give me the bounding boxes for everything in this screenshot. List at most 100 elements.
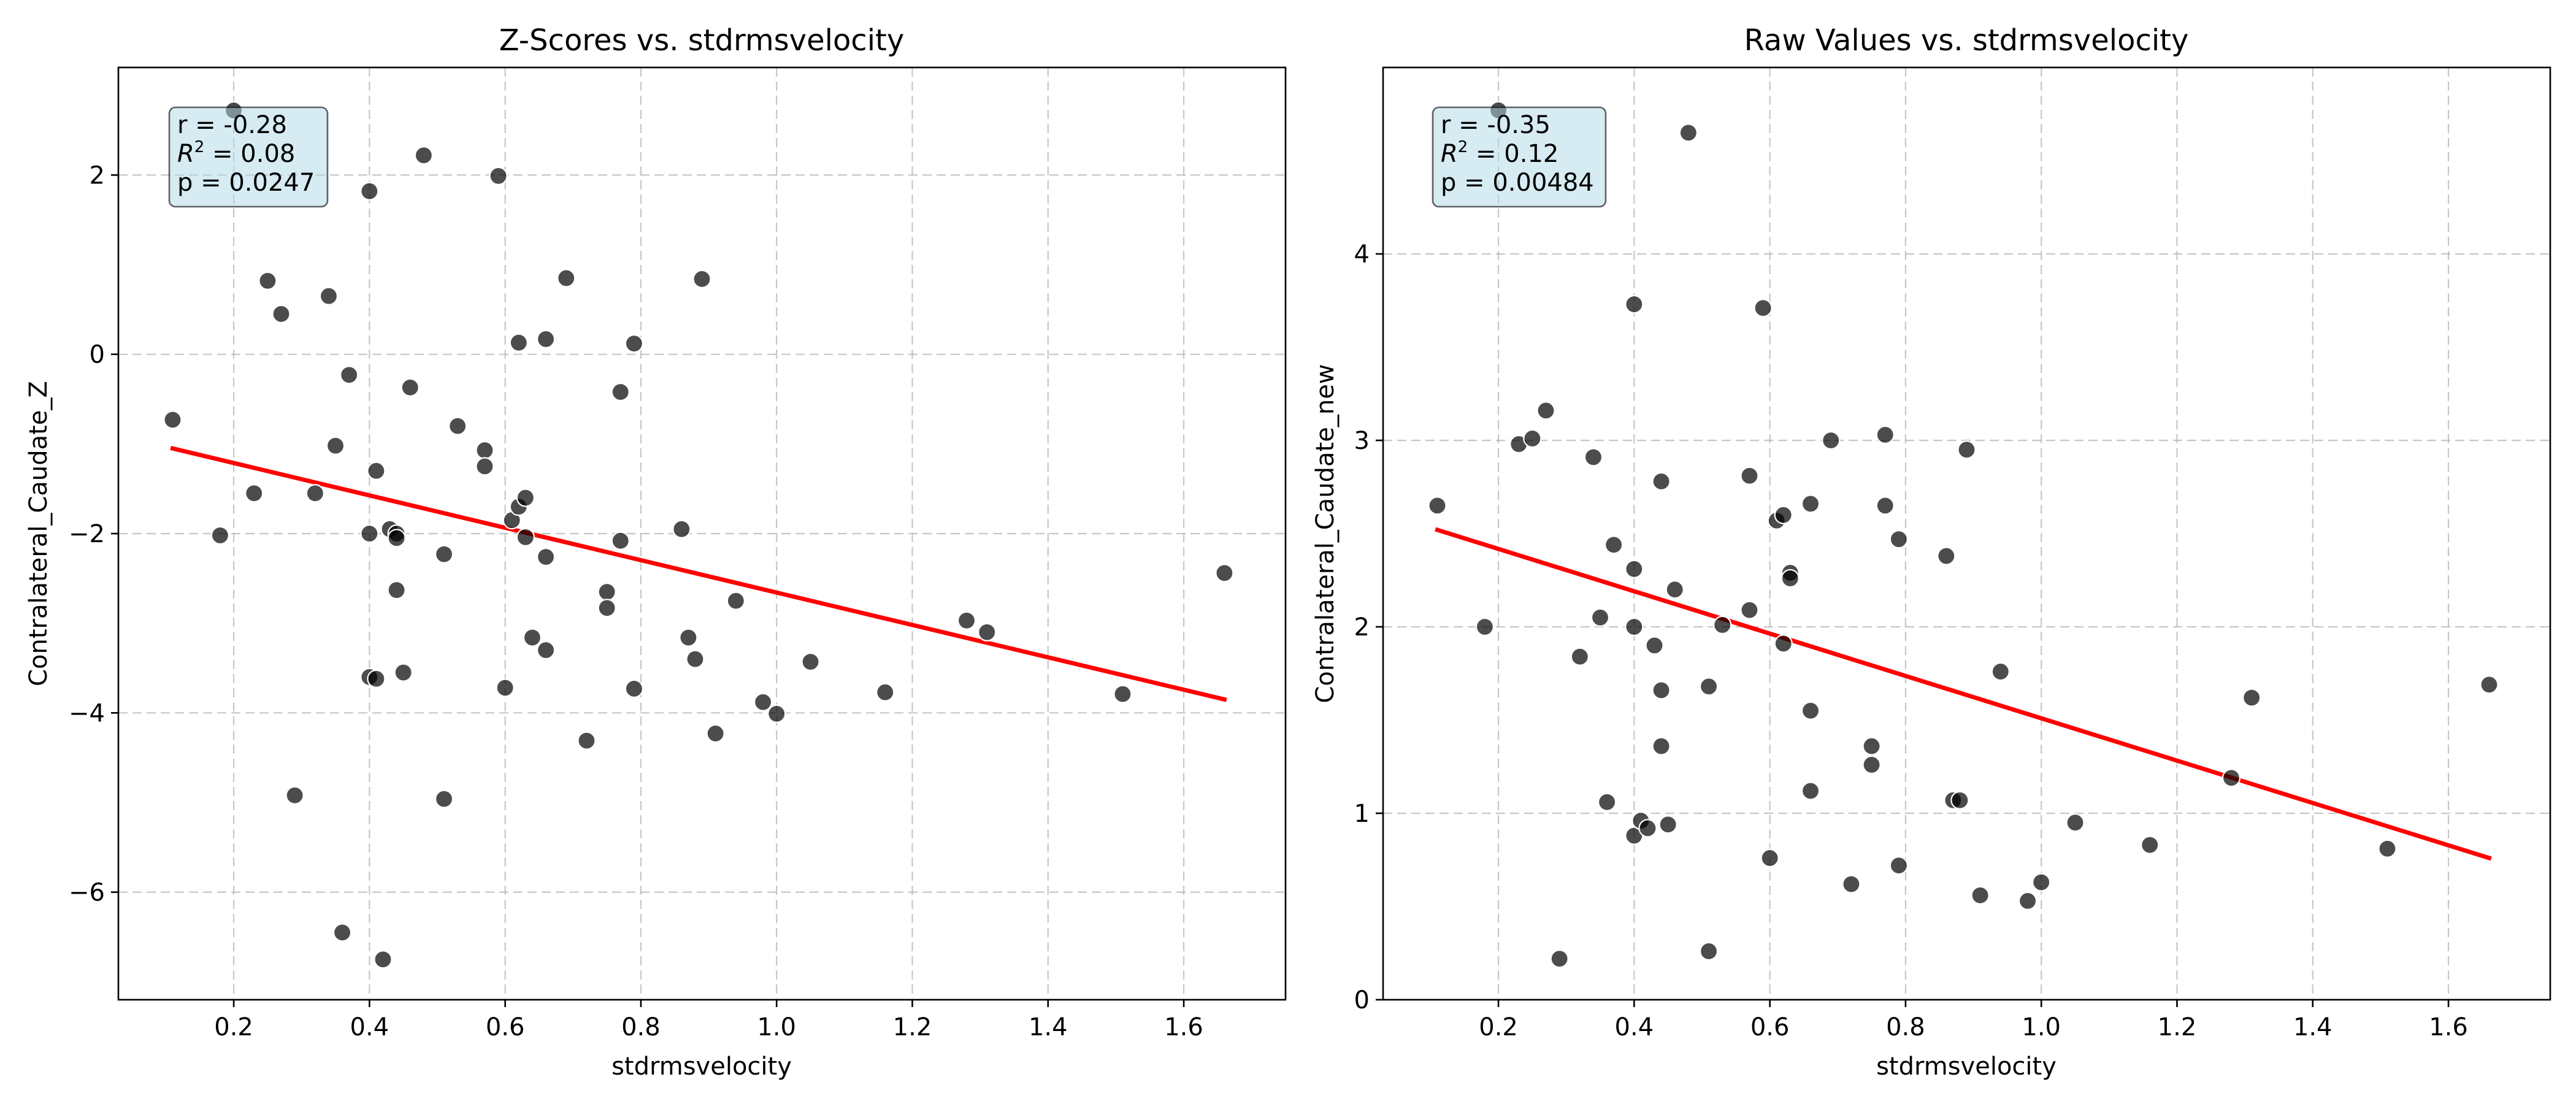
data-point bbox=[1862, 755, 1881, 775]
x-tick-label: 1.2 bbox=[2158, 1013, 2197, 1041]
data-point bbox=[401, 378, 420, 397]
stat-r-squared: R2 = 0.08 bbox=[177, 138, 295, 168]
data-point bbox=[394, 663, 413, 682]
x-tick-label: 1.4 bbox=[2293, 1013, 2333, 1041]
data-point bbox=[1740, 466, 1759, 485]
x-tick-label: 0.4 bbox=[1615, 1013, 1654, 1041]
stat-r: r = -0.35 bbox=[1441, 111, 1551, 139]
data-point bbox=[1523, 429, 1542, 448]
data-point bbox=[557, 269, 576, 288]
data-point bbox=[516, 488, 535, 507]
data-point bbox=[706, 724, 725, 743]
data-point bbox=[489, 166, 508, 185]
data-point bbox=[387, 529, 406, 548]
data-point bbox=[692, 269, 711, 289]
data-point bbox=[597, 599, 616, 618]
data-point bbox=[1889, 530, 1908, 549]
data-point bbox=[1584, 448, 1603, 467]
data-point bbox=[536, 640, 556, 660]
data-point bbox=[1536, 401, 1555, 420]
y-tick-label: 3 bbox=[1354, 427, 1370, 455]
data-point bbox=[2480, 675, 2499, 694]
data-point bbox=[523, 628, 542, 647]
data-point bbox=[1550, 949, 1569, 968]
data-point bbox=[2378, 839, 2397, 858]
data-point bbox=[624, 679, 643, 698]
data-point bbox=[1638, 819, 1657, 838]
data-point bbox=[1842, 875, 1861, 894]
x-tick-label: 1.6 bbox=[1164, 1013, 1203, 1041]
data-point bbox=[1876, 425, 1895, 444]
data-point bbox=[1113, 684, 1132, 703]
data-point bbox=[1991, 662, 2010, 681]
data-point bbox=[1713, 615, 1732, 635]
data-point bbox=[726, 591, 745, 610]
data-point bbox=[163, 410, 182, 429]
regression-line-group bbox=[1435, 527, 2492, 861]
data-point bbox=[1428, 496, 1447, 515]
data-point bbox=[360, 524, 379, 543]
data-point bbox=[1679, 123, 1698, 142]
data-point bbox=[753, 692, 773, 711]
data-point bbox=[957, 611, 976, 630]
data-point bbox=[367, 461, 386, 480]
x-tick-label: 0.6 bbox=[486, 1013, 525, 1041]
stats-box-background bbox=[168, 106, 329, 208]
data-point bbox=[577, 731, 596, 750]
data-point bbox=[1950, 791, 1969, 810]
stat-p: p = 0.00484 bbox=[1441, 169, 1594, 197]
x-tick-label: 0.8 bbox=[1886, 1013, 1925, 1041]
data-point bbox=[1889, 856, 1908, 875]
z-score-chart: 0.2 0.4 0.6 0.8 1.0 1.2 1.4 1.6 −6 −4 −2 0 2 Z-Scor… bbox=[25, 23, 1287, 1081]
data-point bbox=[1801, 781, 1820, 800]
y-axis-label: Contralateral_Caudate_Z bbox=[25, 381, 53, 686]
data-point bbox=[611, 531, 630, 550]
x-tick-label: 1.2 bbox=[893, 1013, 932, 1041]
y-tick-label: 4 bbox=[1354, 240, 1370, 269]
data-point bbox=[1774, 505, 1793, 524]
data-point bbox=[1652, 681, 1671, 700]
data-point bbox=[1801, 494, 1820, 513]
data-point bbox=[536, 547, 556, 567]
data-point bbox=[679, 628, 698, 647]
data-point bbox=[597, 582, 616, 602]
data-point bbox=[1665, 580, 1684, 599]
x-tick-label: 0.8 bbox=[621, 1013, 661, 1041]
data-point bbox=[2141, 835, 2160, 854]
data-point bbox=[1937, 546, 1956, 565]
data-point bbox=[1215, 564, 1234, 583]
data-point bbox=[360, 182, 379, 201]
y-tick-label: 0 bbox=[90, 341, 105, 369]
data-point bbox=[210, 526, 230, 545]
plot-frame bbox=[1382, 66, 2551, 1001]
data-point bbox=[1652, 737, 1671, 756]
data-point bbox=[1570, 647, 1589, 666]
x-tick-label: 0.2 bbox=[1479, 1013, 1518, 1041]
data-point bbox=[272, 304, 291, 324]
data-point bbox=[1781, 569, 1800, 588]
data-point bbox=[1822, 431, 1841, 450]
data-point bbox=[258, 271, 277, 290]
x-axis-ticks: 0.2 0.4 0.6 0.8 1.0 1.2 1.4 1.6 bbox=[1479, 1000, 2468, 1041]
stats-box: r = -0.35 R2 = 0.12 p = 0.00484 bbox=[1432, 106, 1607, 208]
x-tick-label: 1.0 bbox=[757, 1013, 796, 1041]
stat-r-squared-symbol: R bbox=[177, 140, 194, 168]
data-point bbox=[672, 519, 691, 539]
data-point bbox=[1625, 617, 1644, 637]
x-tick-label: 1.4 bbox=[1029, 1013, 1068, 1041]
data-point bbox=[374, 950, 393, 969]
data-point bbox=[448, 416, 467, 435]
raw-values-chart: 0.2 0.4 0.6 0.8 1.0 1.2 1.4 1.6 0 1 2 3 4 Raw Value… bbox=[1311, 23, 2551, 1081]
stats-box-background bbox=[1432, 106, 1607, 208]
data-point bbox=[2066, 813, 2085, 832]
data-point bbox=[305, 484, 324, 503]
data-point bbox=[1876, 496, 1895, 515]
stat-p: p = 0.0247 bbox=[177, 169, 315, 197]
x-tick-label: 0.6 bbox=[1750, 1013, 1790, 1041]
data-point bbox=[1801, 701, 1820, 720]
data-point bbox=[611, 382, 630, 402]
stat-r-squared-symbol: R bbox=[1441, 140, 1458, 168]
y-tick-label: −6 bbox=[69, 879, 105, 907]
y-tick-label: −2 bbox=[69, 520, 105, 548]
